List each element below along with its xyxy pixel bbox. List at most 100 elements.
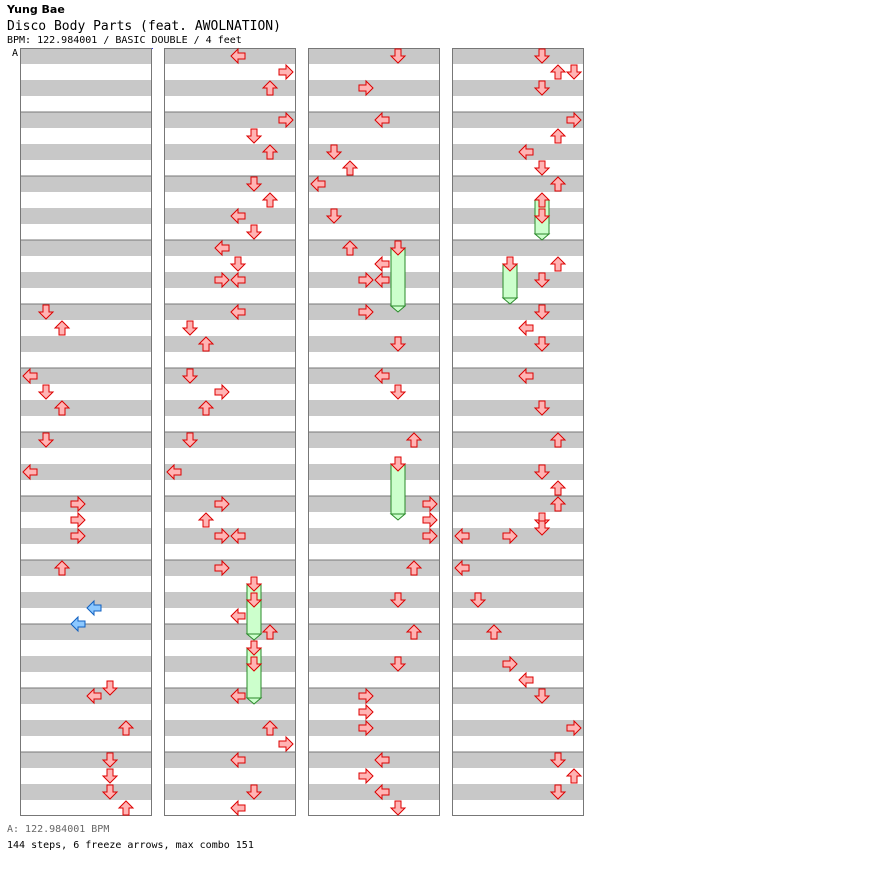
step-arrow: [533, 336, 551, 352]
step-arrow: [245, 224, 263, 240]
step-arrow: [533, 400, 551, 416]
step-arrow: [518, 143, 534, 161]
step-arrow: [245, 176, 263, 192]
beat-band: [164, 176, 296, 192]
step-arrow: [310, 175, 326, 193]
step-arrow: [261, 192, 279, 208]
freeze-tail: [245, 633, 263, 641]
beat-band: [164, 560, 296, 576]
beat-band: [20, 560, 152, 576]
step-arrow: [341, 240, 359, 256]
step-arrow: [53, 320, 71, 336]
step-arrow: [389, 48, 407, 64]
step-arrow: [374, 367, 390, 385]
step-arrow: [230, 271, 246, 289]
beat-band: [164, 240, 296, 256]
step-arrow: [533, 208, 551, 224]
beat-band: [308, 272, 440, 288]
step-arrow: [245, 656, 263, 672]
step-arrow: [214, 559, 230, 577]
step-arrow: [533, 464, 551, 480]
beat-band: [164, 144, 296, 160]
freeze-head-arrow: [389, 456, 407, 472]
step-arrow: [86, 599, 102, 617]
step-arrow: [70, 495, 86, 513]
chart-stats: 144 steps, 6 freeze arrows, max combo 15…: [7, 840, 254, 851]
step-arrow: [518, 367, 534, 385]
beat-band: [20, 176, 152, 192]
column-border: [452, 48, 584, 816]
step-arrow: [22, 367, 38, 385]
step-arrow: [549, 784, 567, 800]
step-arrow: [549, 480, 567, 496]
step-arrow: [566, 719, 582, 737]
step-arrow: [261, 144, 279, 160]
freeze-head-arrow: [533, 192, 551, 208]
step-arrow: [117, 720, 135, 736]
beat-band: [308, 752, 440, 768]
step-arrow: [214, 271, 230, 289]
step-arrow: [533, 688, 551, 704]
beat-band: [452, 464, 584, 480]
step-arrow: [53, 400, 71, 416]
beat-band: [164, 112, 296, 128]
step-arrow: [117, 800, 135, 816]
beat-band: [20, 752, 152, 768]
step-arrow: [197, 512, 215, 528]
step-arrow: [358, 719, 374, 737]
beat-band: [452, 144, 584, 160]
beat-band: [308, 144, 440, 160]
beat-band: [308, 688, 440, 704]
beat-band: [452, 496, 584, 512]
column-border: [164, 48, 296, 816]
beat-band: [20, 720, 152, 736]
step-arrow: [230, 207, 246, 225]
beat-band: [20, 240, 152, 256]
song-artist: Yung Bae: [7, 3, 65, 16]
beat-band: [164, 336, 296, 352]
beat-band: [452, 752, 584, 768]
step-arrow: [565, 768, 583, 784]
step-arrow: [230, 607, 246, 625]
step-arrow: [389, 592, 407, 608]
step-arrow: [422, 527, 438, 545]
step-arrow: [37, 432, 55, 448]
beat-band: [452, 176, 584, 192]
beat-band: [452, 336, 584, 352]
step-arrow: [230, 527, 246, 545]
step-arrow: [405, 432, 423, 448]
beat-band: [20, 272, 152, 288]
beat-band: [164, 752, 296, 768]
beat-band: [20, 336, 152, 352]
step-arrow: [197, 336, 215, 352]
beat-band: [452, 784, 584, 800]
beat-band: [308, 656, 440, 672]
step-arrow: [389, 656, 407, 672]
step-arrow: [422, 495, 438, 513]
beat-band: [452, 400, 584, 416]
freeze-head-arrow: [389, 240, 407, 256]
beat-band: [308, 432, 440, 448]
step-arrow: [230, 303, 246, 321]
step-arrow: [533, 48, 551, 64]
step-arrow: [181, 368, 199, 384]
step-arrow: [261, 80, 279, 96]
beat-band: [20, 304, 152, 320]
beat-band: [308, 304, 440, 320]
beat-band: [20, 368, 152, 384]
beat-band: [308, 560, 440, 576]
step-arrow: [325, 144, 343, 160]
step-arrow: [485, 624, 503, 640]
beat-band: [20, 432, 152, 448]
freeze-body: [390, 247, 406, 307]
chart-info: BPM: 122.984001 / BASIC DOUBLE / 4 feet: [7, 35, 242, 46]
beat-band: [452, 112, 584, 128]
beat-band: [308, 464, 440, 480]
chart-column: [164, 48, 296, 816]
beat-band: [20, 464, 152, 480]
beat-band: [20, 400, 152, 416]
step-arrow: [229, 256, 247, 272]
step-arrow: [374, 255, 390, 273]
step-arrow: [549, 128, 567, 144]
